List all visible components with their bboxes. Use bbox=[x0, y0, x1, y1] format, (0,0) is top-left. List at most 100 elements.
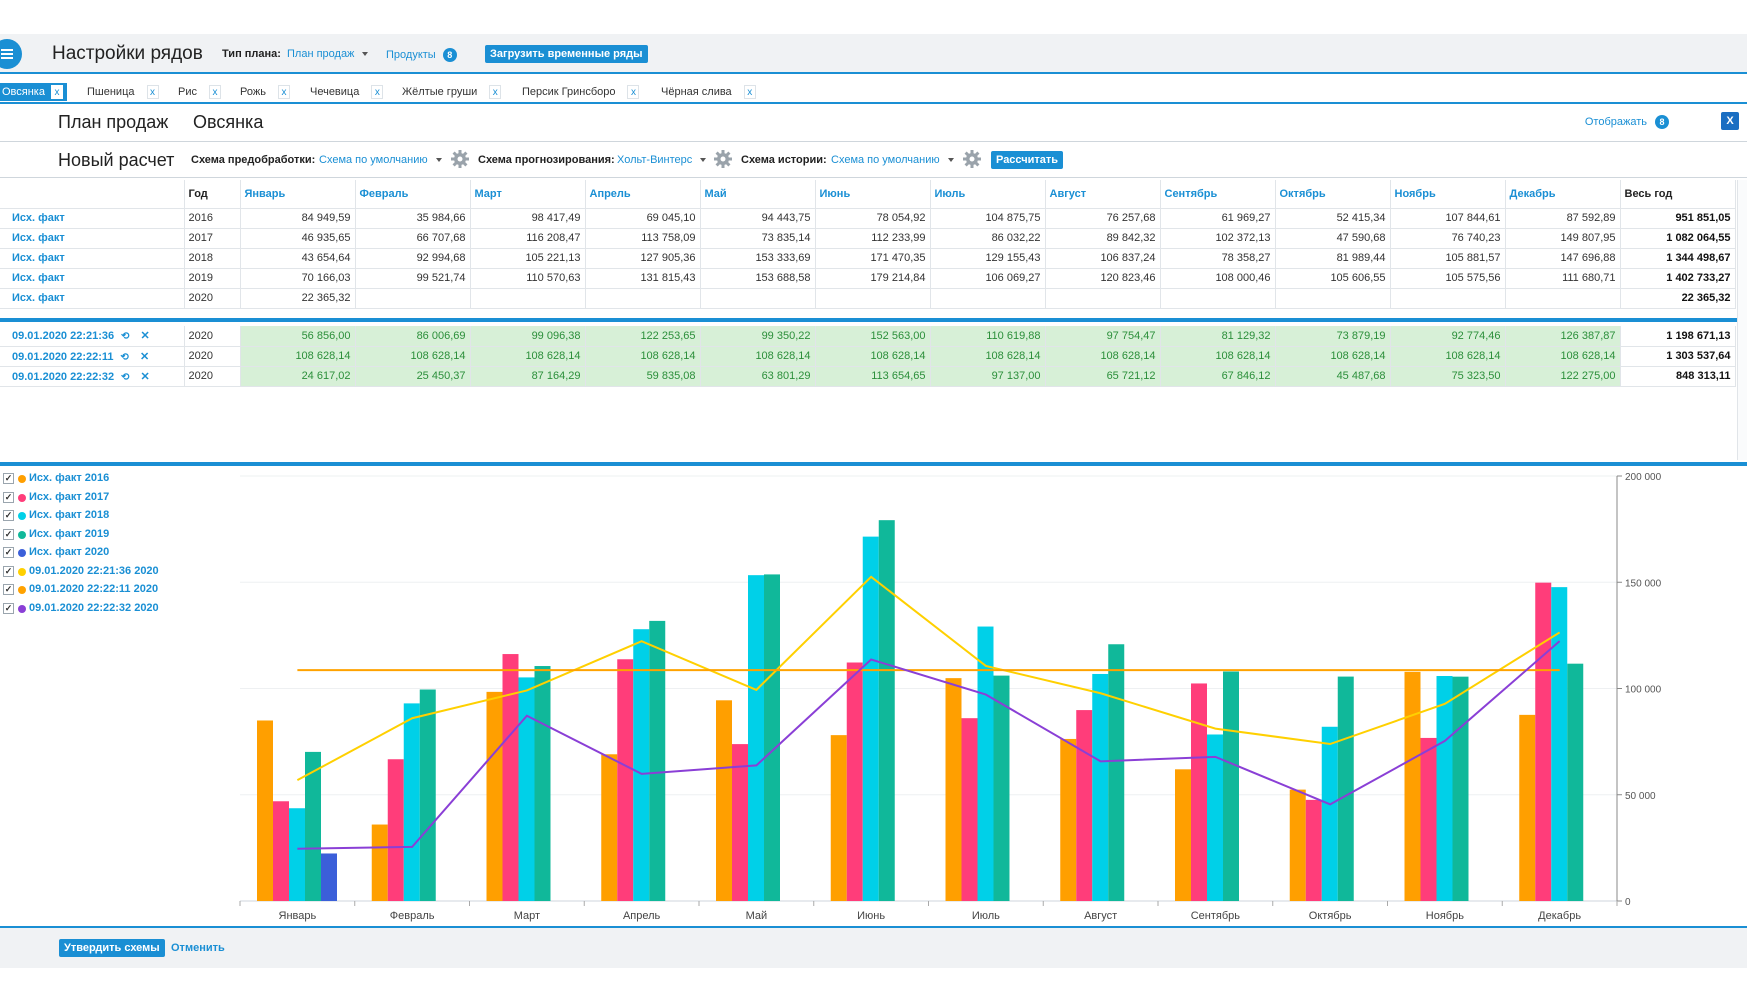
value-cell: 120 823,46 bbox=[1045, 268, 1161, 289]
restore-icon[interactable]: ⟲ bbox=[120, 371, 130, 383]
bar bbox=[1567, 663, 1584, 901]
bar bbox=[633, 629, 650, 901]
legend-checkbox[interactable]: ✓ bbox=[3, 528, 14, 540]
legend-item[interactable]: ✓ 09.01.2020 22:22:32 2020 bbox=[0, 600, 240, 619]
legend-checkbox[interactable]: ✓ bbox=[3, 473, 14, 484]
column-header[interactable]: Май bbox=[700, 180, 816, 209]
legend-item[interactable]: ✓ Исх. факт 2016 bbox=[0, 470, 240, 489]
excel-export-icon[interactable]: X bbox=[1721, 112, 1739, 130]
column-header[interactable]: Ноябрь bbox=[1390, 180, 1506, 209]
bar bbox=[945, 678, 962, 901]
show-count-badge: 8 bbox=[1655, 115, 1669, 129]
column-header[interactable]: Сентябрь bbox=[1160, 180, 1276, 209]
column-header[interactable]: Январь bbox=[240, 180, 356, 209]
close-icon[interactable]: ✕ bbox=[140, 370, 150, 383]
menu-icon[interactable] bbox=[0, 39, 22, 69]
value-cell: 76 740,23 bbox=[1390, 228, 1506, 249]
row-label[interactable]: Исх. факт bbox=[0, 248, 185, 269]
forecast-row: 09.01.2020 22:21:36 ⟲ ✕ 2020 56 856,00 86 006… bbox=[0, 326, 1736, 347]
legend-item[interactable]: ✓ 09.01.2020 22:22:11 2020 bbox=[0, 581, 240, 600]
forecast-timestamp[interactable]: 09.01.2020 22:21:36 bbox=[12, 330, 115, 343]
approve-schemes-button[interactable]: Утвердить схемы bbox=[59, 939, 165, 957]
preprocess-settings-gear-icon[interactable] bbox=[450, 149, 470, 169]
show-series-link[interactable]: Отображать bbox=[1584, 116, 1647, 128]
forecast-settings-gear-icon[interactable] bbox=[713, 149, 733, 169]
legend-checkbox[interactable]: ✓ bbox=[3, 584, 14, 595]
forecast-timestamp[interactable]: 09.01.2020 22:22:32 bbox=[12, 370, 115, 383]
forecast-value-cell: 108 628,14 bbox=[355, 346, 471, 367]
tab-close-icon[interactable]: x bbox=[277, 85, 290, 100]
row-label[interactable]: Исх. факт bbox=[0, 268, 185, 289]
legend-checkbox[interactable]: ✓ bbox=[3, 565, 14, 577]
legend-item[interactable]: ✓ 09.01.2020 22:21:36 2020 bbox=[0, 563, 240, 582]
tab-2[interactable]: Пшеница x bbox=[87, 83, 159, 101]
row-label[interactable]: Исх. факт bbox=[0, 288, 185, 309]
tab-5[interactable]: Чечевица x bbox=[310, 83, 384, 101]
calculate-button[interactable]: Рассчитать bbox=[991, 151, 1064, 169]
value-cell: 98 417,49 bbox=[470, 208, 586, 229]
load-timeseries-button[interactable]: Загрузить временные ряды bbox=[485, 45, 648, 63]
close-icon[interactable]: ✕ bbox=[140, 330, 150, 343]
column-header[interactable]: Апрель bbox=[585, 180, 701, 209]
plan-type-select[interactable]: План продаж bbox=[287, 48, 369, 60]
legend-label: Исх. факт 2017 bbox=[29, 490, 110, 503]
row-label[interactable]: Исх. факт bbox=[0, 208, 185, 229]
tab-close-icon[interactable]: x bbox=[627, 85, 640, 100]
column-header[interactable]: Июль bbox=[930, 180, 1046, 209]
restore-icon[interactable]: ⟲ bbox=[120, 331, 130, 343]
footer-bar: Утвердить схемы Отменить bbox=[0, 926, 1747, 968]
bar bbox=[732, 744, 748, 901]
legend-checkbox[interactable]: ✓ bbox=[3, 602, 14, 614]
tab-close-icon[interactable]: x bbox=[146, 85, 159, 100]
tab-close-icon[interactable]: x bbox=[50, 85, 63, 100]
legend-checkbox[interactable]: ✓ bbox=[3, 510, 14, 521]
tab-close-icon[interactable]: x bbox=[371, 85, 384, 100]
y-tick-label: 100 000 bbox=[1625, 685, 1662, 696]
column-header[interactable]: Год bbox=[184, 180, 241, 209]
table-row: Исх. факт 2017 46 935,65 66 707,68 116 208,4… bbox=[0, 228, 1736, 249]
table-divider[interactable] bbox=[0, 318, 1747, 322]
column-header[interactable]: Март bbox=[470, 180, 586, 209]
forecast-select[interactable]: Хольт-Винтерс bbox=[617, 154, 707, 166]
column-header[interactable]: Июнь bbox=[815, 180, 931, 209]
chart-divider[interactable] bbox=[0, 462, 1747, 466]
legend-item[interactable]: ✓ Исх. факт 2020 bbox=[0, 544, 240, 563]
tab-close-icon[interactable]: x bbox=[743, 85, 756, 100]
legend-checkbox[interactable]: ✓ bbox=[3, 547, 14, 558]
close-icon[interactable]: ✕ bbox=[139, 350, 150, 363]
tab-8[interactable]: Чёрная слива x bbox=[661, 83, 756, 101]
tab-3[interactable]: Рис x bbox=[178, 83, 221, 101]
history-settings-gear-icon[interactable] bbox=[962, 149, 982, 169]
tab-close-icon[interactable]: x bbox=[208, 85, 221, 100]
restore-icon[interactable]: ⟲ bbox=[120, 351, 129, 363]
history-select[interactable]: Схема по умолчанию bbox=[831, 154, 954, 166]
tab-7[interactable]: Персик Гринсборо x bbox=[522, 83, 640, 101]
legend-item[interactable]: ✓ Исх. факт 2019 bbox=[0, 526, 240, 545]
tab-6[interactable]: Жёлтые груши x bbox=[402, 83, 502, 101]
column-header[interactable] bbox=[0, 180, 185, 209]
legend-item[interactable]: ✓ Исх. факт 2017 bbox=[0, 489, 240, 508]
tab-1[interactable]: Овсянка x bbox=[0, 83, 67, 101]
preprocess-select[interactable]: Схема по умолчанию bbox=[319, 154, 442, 166]
row-label[interactable]: Исх. факт bbox=[0, 228, 185, 249]
table-scrollbar[interactable] bbox=[1737, 180, 1747, 460]
bar bbox=[1551, 587, 1568, 901]
column-header[interactable]: Август bbox=[1045, 180, 1161, 209]
column-header[interactable]: Декабрь bbox=[1505, 180, 1621, 209]
x-tick-label: Декабрь bbox=[1538, 910, 1581, 922]
column-header[interactable]: Весь год bbox=[1620, 180, 1736, 209]
legend-checkbox[interactable]: ✓ bbox=[3, 491, 14, 503]
cancel-link[interactable]: Отменить bbox=[171, 942, 225, 954]
forecast-value-cell: 108 628,14 bbox=[815, 346, 931, 367]
forecast-row: 09.01.2020 22:22:32 ⟲ ✕ 2020 24 617,02 25 450… bbox=[0, 366, 1736, 387]
tab-4[interactable]: Рожь x bbox=[240, 83, 290, 101]
bar bbox=[419, 689, 436, 901]
total-cell: 1 303 537,64 bbox=[1620, 346, 1736, 367]
chevron-down-icon bbox=[362, 52, 369, 57]
tab-close-icon[interactable]: x bbox=[489, 85, 502, 100]
forecast-timestamp[interactable]: 09.01.2020 22:22:11 bbox=[12, 350, 114, 363]
column-header[interactable]: Октябрь bbox=[1275, 180, 1391, 209]
legend-item[interactable]: ✓ Исх. факт 2018 bbox=[0, 507, 240, 526]
products-button[interactable]: Продукты 8 bbox=[386, 48, 457, 62]
column-header[interactable]: Февраль bbox=[355, 180, 471, 209]
